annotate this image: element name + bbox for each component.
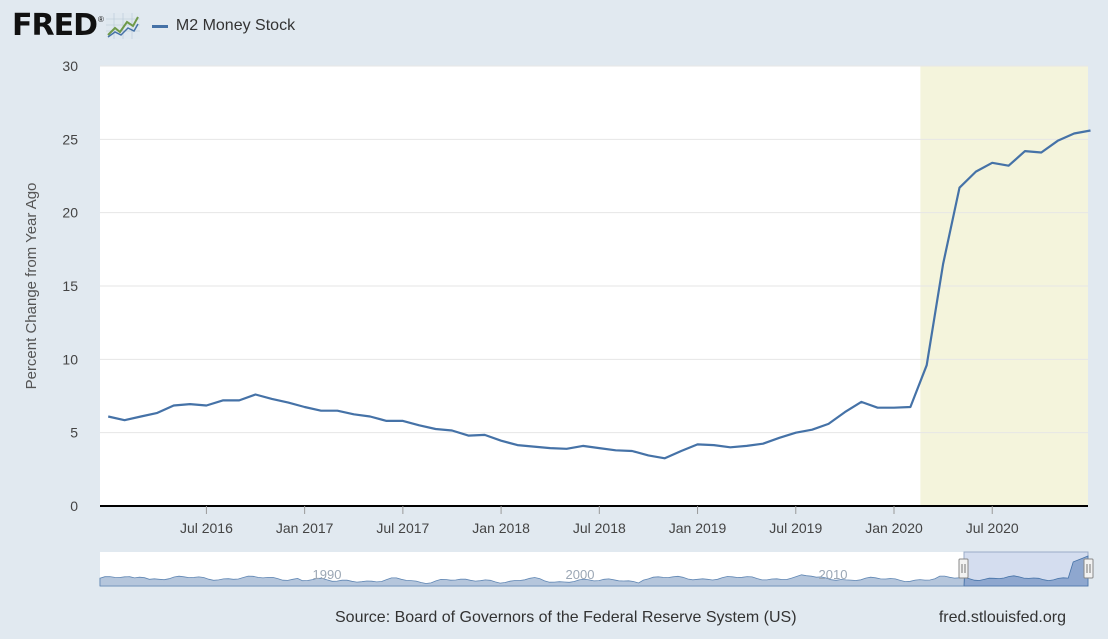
navigator-label: 1990 [313, 567, 342, 582]
navigator[interactable]: 1990 2000 2010 [99, 551, 1094, 587]
x-tick-label: Jan 2018 [472, 520, 530, 536]
navigator-selected-area [963, 555, 1089, 587]
x-tick-label: Jul 2018 [573, 520, 626, 536]
x-tick-label: Jan 2017 [276, 520, 334, 536]
x-tick-label: Jul 2019 [769, 520, 822, 536]
x-tick-label: Jan 2019 [669, 520, 727, 536]
x-tick-label: Jul 2016 [180, 520, 233, 536]
chart-header: FRED ® M2 Money Stock [12, 8, 295, 44]
source-note: Source: Board of Governors of the Federa… [335, 609, 797, 626]
navigator-label: 2010 [819, 567, 848, 582]
navigator-left-mask [100, 552, 964, 586]
navigator-labels: 1990 2000 2010 [313, 567, 848, 582]
y-tick-label: 20 [62, 205, 78, 221]
fred-graph-icon [105, 13, 140, 39]
legend[interactable]: M2 Money Stock [151, 17, 296, 35]
y-tick-label: 15 [62, 278, 78, 294]
x-tick-label: Jul 2020 [966, 520, 1019, 536]
navigator-label: 2000 [566, 567, 595, 582]
x-tick-label: Jul 2017 [376, 520, 429, 536]
grid-lines [100, 65, 1088, 434]
y-tick-label: 25 [62, 131, 78, 147]
legend-swatch [151, 24, 168, 28]
navigator-handle-left[interactable] [958, 558, 969, 579]
fred-logo-text: FRED [12, 8, 98, 43]
x-tick-label: Jan 2020 [865, 520, 923, 536]
registered-mark: ® [98, 14, 104, 24]
y-tick-label: 10 [62, 351, 78, 367]
navigator-series-area [99, 574, 966, 587]
fred-logo[interactable]: FRED ® [12, 11, 140, 41]
navigator-handle-right[interactable] [1083, 558, 1094, 579]
fred-site-link[interactable]: fred.stlouisfed.org [938, 609, 1066, 626]
y-axis-ticks: 0 5 10 15 20 25 30 [62, 58, 78, 514]
y-tick-label: 0 [70, 498, 78, 514]
x-axis-ticks: Jul 2016 Jan 2017 Jul 2017 Jan 2018 Jul 2018… [180, 506, 1019, 536]
y-tick-label: 30 [62, 58, 78, 74]
y-axis-label: Percent Change from Year Ago [23, 183, 40, 390]
legend-label: M2 Money Stock [175, 17, 296, 34]
y-tick-label: 5 [70, 425, 78, 441]
series-line-m2 [107, 129, 1091, 460]
